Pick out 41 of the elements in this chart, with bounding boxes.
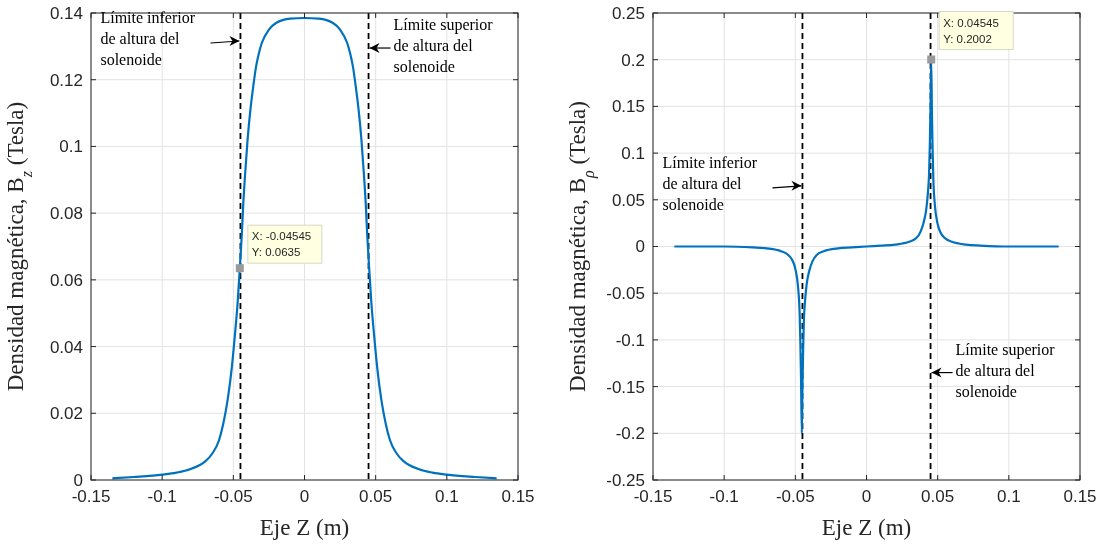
x-tick-label: -0.05: [775, 487, 815, 506]
x-tick-label: -0.05: [213, 487, 253, 506]
ref-line-label: Límite inferior de altura del solenoide: [662, 153, 758, 213]
x-tick-label: 0.1: [435, 487, 459, 506]
x-tick-label: 0.15: [501, 487, 535, 506]
ref-line-label: Límite inferior de altura del solenoide: [100, 9, 196, 69]
x-axis-title: Eje Z (m): [259, 515, 350, 540]
y-tick-label: 0.1: [621, 144, 645, 164]
y-tick-label: 0.06: [49, 270, 83, 290]
annotation: X: 0.04545 Y: 0.2002: [943, 16, 999, 45]
y-tick-label: 0.12: [49, 70, 83, 90]
y-tick-label: 0.14: [49, 3, 83, 23]
ref-line-label: Límite superior de altura del solenoide: [955, 340, 1056, 400]
x-tick-label: -0.15: [633, 487, 673, 506]
y-tick-label: 0.05: [611, 190, 645, 210]
y-tick-label: 0.1: [59, 137, 83, 157]
x-tick-label: -0.1: [147, 487, 177, 506]
annotation: X: -0.04545 Y: 0.0635: [251, 230, 312, 259]
y-tick-label: -0.25: [606, 470, 645, 490]
y-tick-label: 0: [73, 470, 83, 490]
y-tick-label: -0.2: [615, 424, 645, 444]
y-tick-label: -0.05: [606, 284, 645, 304]
y-tick-label: -0.1: [615, 330, 645, 350]
x-tick-label: -0.1: [709, 487, 739, 506]
x-tick-label: 0.1: [997, 487, 1021, 506]
y-tick-label: 0.25: [611, 3, 645, 23]
y-tick-label: 0.2: [621, 50, 645, 70]
y-tick-label: 0: [635, 237, 645, 257]
x-tick-label: -0.15: [71, 487, 111, 506]
x-tick-label: 0.15: [1063, 487, 1097, 506]
y-tick-label: 0.08: [49, 204, 83, 224]
x-tick-label: 0: [299, 487, 310, 506]
x-axis-title: Eje Z (m): [821, 515, 912, 540]
x-tick-label: 0.05: [921, 487, 955, 506]
x-tick-label: 0.05: [359, 487, 393, 506]
y-tick-label: 0.04: [49, 337, 83, 357]
x-tick-label: 0: [861, 487, 872, 506]
y-tick-label: 0.02: [49, 404, 83, 424]
ref-line-label: Límite superior de altura del solenoide: [393, 16, 494, 76]
y-tick-label: -0.15: [606, 377, 645, 397]
y-tick-label: 0.15: [611, 97, 645, 117]
